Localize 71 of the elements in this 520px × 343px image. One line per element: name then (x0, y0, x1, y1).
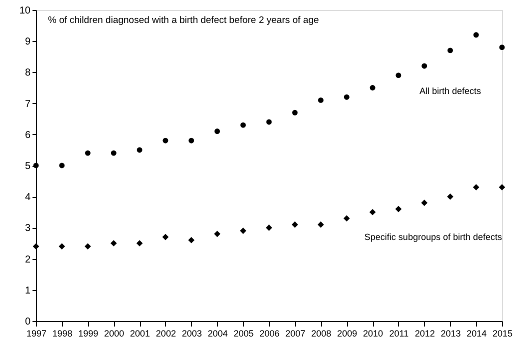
series-label: All birth defects (419, 86, 482, 96)
x-tick-label: 2007 (285, 328, 306, 338)
point (395, 206, 402, 212)
point (110, 150, 116, 156)
x-tick-label: 2015 (492, 328, 513, 338)
point (499, 44, 505, 50)
point (370, 85, 376, 90)
y-tick-label: 10 (19, 6, 31, 16)
y-tick-label: 8 (24, 68, 31, 79)
point (214, 128, 220, 134)
point (472, 184, 480, 190)
y-tick-label: 7 (24, 98, 31, 110)
point (266, 224, 272, 231)
x-tick-label: 2011 (389, 328, 409, 338)
point (33, 162, 39, 168)
point (162, 138, 168, 144)
x-tick-label: 2014 (466, 328, 487, 338)
point (84, 243, 91, 250)
text: Specific subgroups of birth defects (364, 232, 502, 242)
point (421, 200, 428, 206)
y-tick-label: 5 (24, 161, 31, 172)
point (110, 240, 117, 246)
point (188, 138, 194, 144)
y-tick-label: 1 (24, 285, 31, 296)
point (369, 208, 376, 216)
point (498, 184, 506, 190)
point (240, 228, 246, 234)
point (344, 94, 350, 100)
point (422, 63, 428, 69)
x-tick-label: 2004 (208, 328, 228, 338)
y-tick-label: 6 (24, 130, 31, 141)
point (318, 221, 324, 228)
x-tick-label: 2008 (311, 328, 332, 338)
point (447, 193, 454, 200)
point (318, 97, 324, 103)
point (292, 110, 298, 116)
point (59, 162, 65, 168)
point (344, 215, 350, 222)
point (447, 48, 453, 54)
point (240, 122, 246, 128)
point (396, 72, 402, 78)
y-tick-label: 9 (24, 36, 31, 48)
point (473, 32, 479, 38)
x-tick-label: 2003 (182, 328, 202, 338)
y-tick-label: 2 (24, 254, 31, 266)
x-tick-label: 2002 (156, 328, 176, 338)
x-tick-label: 2005 (234, 328, 254, 338)
point (85, 150, 91, 156)
point (58, 243, 66, 250)
x-tick-label: 1999 (78, 328, 98, 338)
y-tick-label: 3 (24, 223, 31, 234)
x-tick-label: 2013 (440, 328, 461, 338)
point (136, 147, 142, 153)
point (188, 236, 194, 244)
y-tick-label: 4 (24, 192, 31, 204)
point (214, 230, 220, 238)
point (32, 243, 40, 250)
point (266, 119, 272, 125)
y-tick-label: 0 (24, 316, 31, 328)
x-tick-label: 2010 (363, 328, 384, 338)
x-tick-label: 2001 (130, 328, 150, 338)
text: % of children diagnosed with a birth defect before 2 years of age (48, 15, 319, 26)
point (162, 234, 169, 240)
x-tick-label: 1998 (52, 328, 72, 338)
point (292, 221, 298, 228)
x-tick-label: 2006 (259, 328, 280, 338)
x-tick-label: 2009 (337, 328, 358, 338)
x-tick-label: 1997 (26, 328, 47, 338)
x-tick-label: 2012 (414, 328, 435, 338)
point (136, 240, 143, 246)
x-tick-label: 2000 (104, 328, 124, 338)
